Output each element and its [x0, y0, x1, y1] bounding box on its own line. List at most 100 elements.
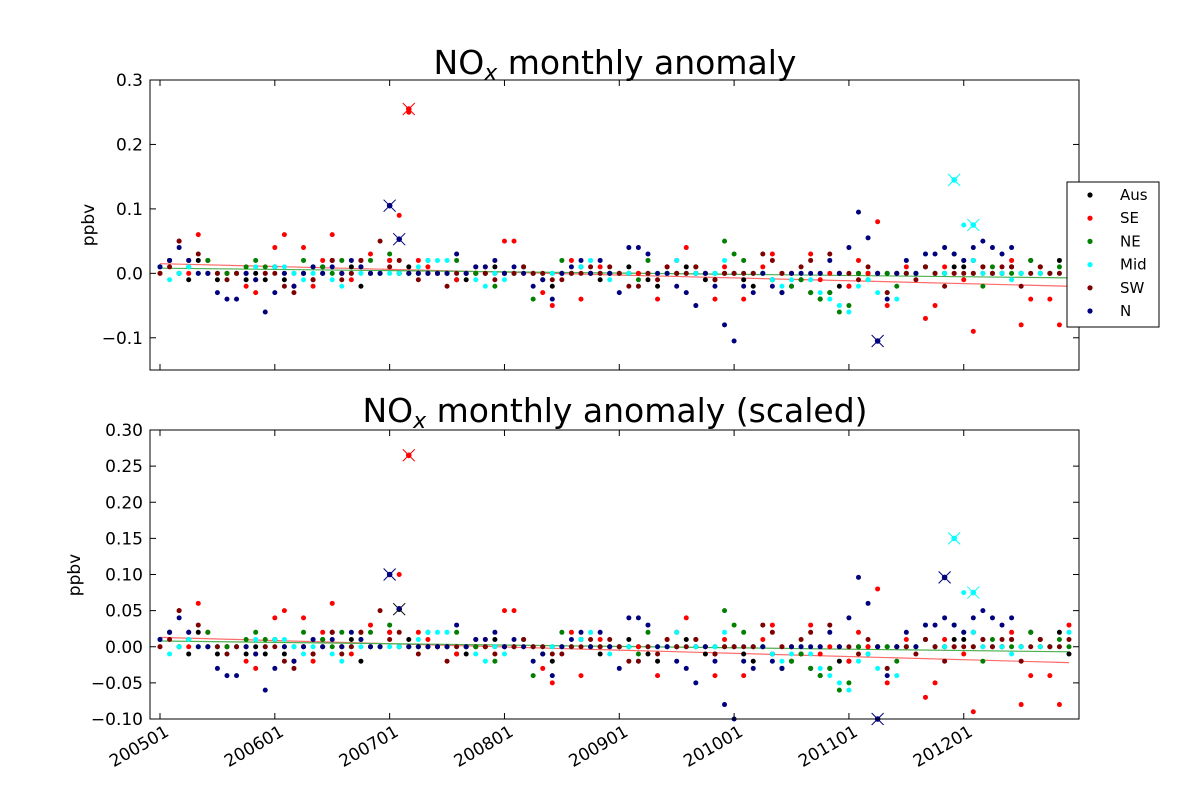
data-point: [425, 257, 431, 263]
data-point: [798, 270, 804, 276]
data-point: [712, 651, 718, 657]
data-point: [253, 637, 259, 643]
data-point: [817, 270, 823, 276]
data-point: [626, 270, 632, 276]
data-point: [454, 644, 460, 650]
data-point: [348, 651, 354, 657]
data-point: [674, 257, 680, 263]
data-point: [176, 644, 182, 650]
data-point: [808, 270, 814, 276]
data-point: [501, 644, 507, 650]
data-point: [253, 277, 259, 283]
data-point: [425, 270, 431, 276]
plot-area: [157, 102, 1072, 348]
data-point: [454, 251, 460, 257]
data-point: [214, 651, 220, 657]
data-point: [712, 673, 718, 679]
data-point: [645, 622, 651, 628]
data-point: [760, 622, 766, 628]
data-point: [396, 572, 402, 577]
data-point: [339, 257, 345, 263]
data-point: [530, 658, 536, 664]
data-point: [913, 270, 919, 276]
data-point: [846, 644, 852, 650]
data-point: [224, 277, 230, 283]
data-point: [903, 270, 909, 276]
data-point: [272, 264, 278, 270]
data-point: [454, 270, 460, 276]
chart-title-subscript: x: [483, 61, 498, 86]
data-point: [970, 709, 976, 715]
data-point: [970, 644, 976, 650]
data-point: [722, 264, 728, 270]
data-point: [846, 309, 852, 315]
data-point: [846, 615, 852, 621]
legend-entry: SW: [1087, 279, 1145, 297]
data-point: [865, 644, 871, 650]
data-point: [836, 283, 842, 289]
data-point: [808, 251, 814, 257]
data-point: [549, 651, 555, 657]
data-point: [301, 644, 307, 650]
data-point: [808, 665, 814, 671]
data-point: [1009, 245, 1015, 251]
data-point: [425, 637, 431, 643]
data-point: [348, 257, 354, 263]
data-point: [243, 277, 249, 283]
data-point: [1056, 270, 1062, 276]
outlier-marker: [947, 173, 961, 187]
data-point: [377, 270, 383, 276]
data-point: [827, 644, 833, 650]
data-point: [664, 644, 670, 650]
data-point: [894, 644, 900, 650]
y-tick-label: 0.20: [105, 493, 143, 513]
data-point: [1037, 270, 1043, 276]
data-point: [1066, 637, 1072, 643]
data-point: [406, 264, 412, 270]
trend-line: [159, 640, 1070, 653]
data-point: [789, 270, 795, 276]
data-point: [262, 687, 268, 693]
data-point: [597, 644, 603, 650]
data-point: [205, 644, 211, 650]
data-point: [999, 270, 1005, 276]
y-axis-label: ppbv: [79, 204, 99, 246]
data-point: [664, 270, 670, 276]
data-point: [750, 644, 756, 650]
data-point: [301, 615, 307, 621]
data-point: [626, 637, 632, 643]
data-point: [444, 644, 450, 650]
x-axis-ticks: 200501 200601 200701 200801 200901 201001 2011…: [106, 430, 976, 772]
data-point: [568, 629, 574, 635]
data-point: [750, 665, 756, 671]
data-point: [253, 290, 259, 296]
data-point: [817, 651, 823, 657]
data-point: [549, 673, 555, 679]
data-point: [989, 637, 995, 643]
data-point: [769, 257, 775, 263]
data-point: [731, 270, 737, 276]
outlier-marker: [383, 199, 396, 213]
data-point: [492, 658, 498, 664]
data-point: [846, 658, 852, 664]
data-point: [980, 264, 986, 270]
data-point: [559, 644, 565, 650]
data-point: [281, 277, 287, 283]
data-point: [1028, 257, 1034, 263]
data-point: [884, 665, 890, 671]
data-point: [884, 644, 890, 650]
data-point: [348, 277, 354, 283]
data-point: [329, 232, 335, 238]
data-point: [655, 658, 661, 664]
data-point: [281, 283, 287, 289]
data-point: [588, 644, 594, 650]
data-point: [693, 270, 699, 276]
data-point: [884, 303, 890, 309]
legend-marker: [1087, 285, 1093, 291]
data-point: [224, 644, 230, 650]
data-point: [951, 644, 957, 650]
data-point: [702, 277, 708, 283]
data-point: [253, 629, 259, 635]
x-tick-label: 201001: [680, 722, 746, 772]
